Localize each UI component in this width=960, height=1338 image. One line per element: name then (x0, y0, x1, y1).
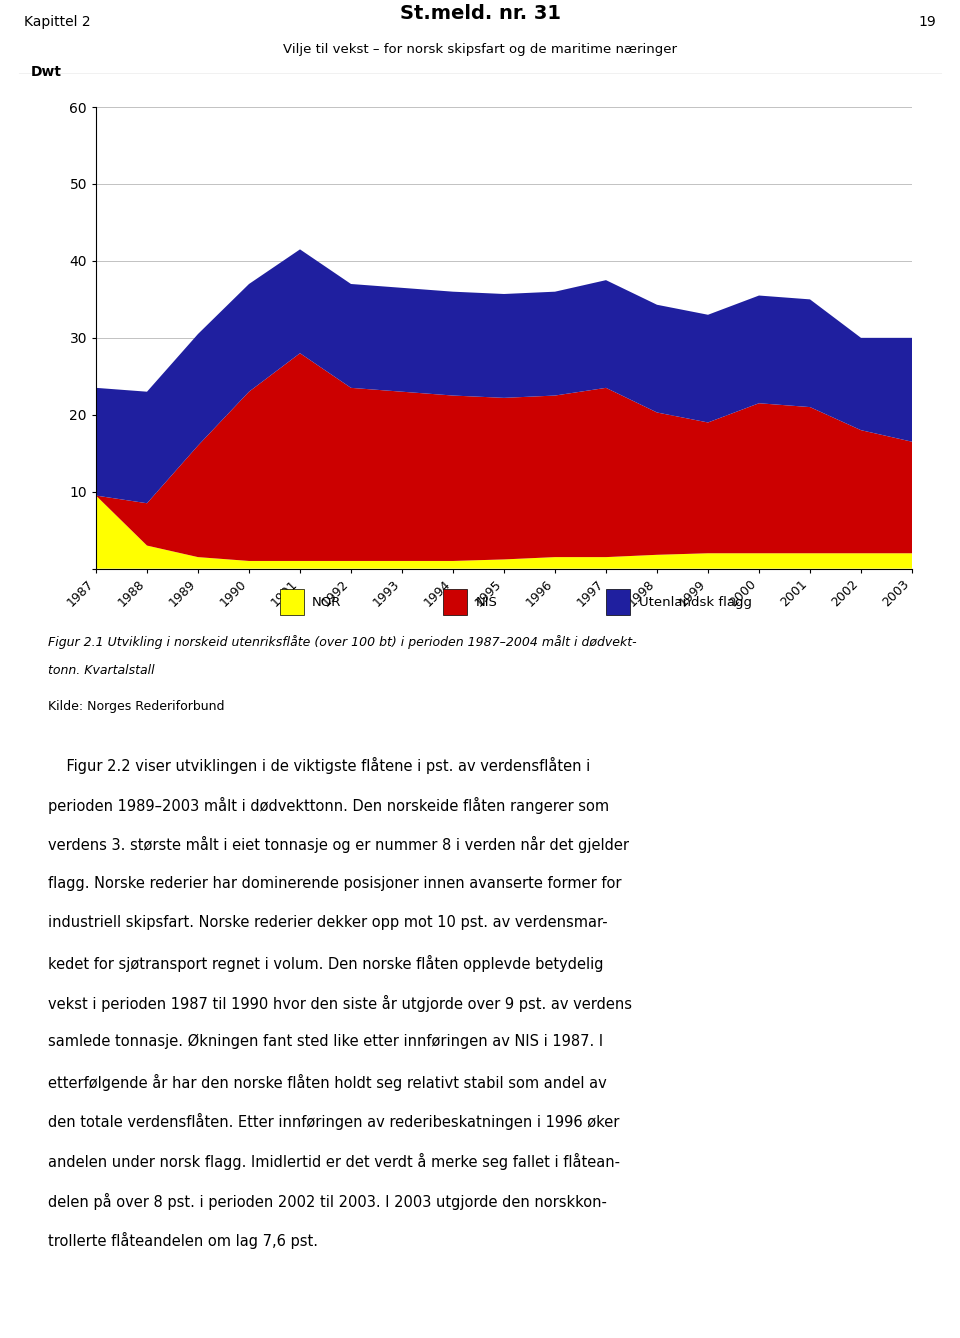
Text: den totale verdensflåten. Etter innføringen av rederibeskatningen i 1996 øker: den totale verdensflåten. Etter innførin… (48, 1113, 619, 1131)
Text: industriell skipsfart. Norske rederier dekker opp mot 10 pst. av verdensmar-: industriell skipsfart. Norske rederier d… (48, 915, 608, 930)
Text: Dwt: Dwt (31, 66, 61, 79)
FancyBboxPatch shape (443, 589, 468, 615)
Text: verdens 3. største målt i eiet tonnasje og er nummer 8 i verden når det gjelder: verdens 3. største målt i eiet tonnasje … (48, 836, 629, 854)
Text: vekst i perioden 1987 til 1990 hvor den siste år utgjorde over 9 pst. av verdens: vekst i perioden 1987 til 1990 hvor den … (48, 994, 632, 1012)
Text: Figur 2.2 viser utviklingen i de viktigste flåtene i pst. av verdensflåten i: Figur 2.2 viser utviklingen i de viktigs… (48, 757, 590, 775)
Text: trollerte flåteandelen om lag 7,6 pst.: trollerte flåteandelen om lag 7,6 pst. (48, 1232, 318, 1250)
Text: Vilje til vekst – for norsk skipsfart og de maritime næringer: Vilje til vekst – for norsk skipsfart og… (283, 43, 677, 56)
Text: Figur 2.1 Utvikling i norskeid utenriksflåte (over 100 bt) i perioden 1987–2004 : Figur 2.1 Utvikling i norskeid utenriksf… (48, 634, 636, 649)
Text: etterfølgende år har den norske flåten holdt seg relativt stabil som andel av: etterfølgende år har den norske flåten h… (48, 1074, 607, 1090)
Text: tonn. Kvartalstall: tonn. Kvartalstall (48, 664, 155, 677)
Text: andelen under norsk flagg. Imidlertid er det verdt å merke seg fallet i flåtean-: andelen under norsk flagg. Imidlertid er… (48, 1153, 620, 1169)
Text: St.meld. nr. 31: St.meld. nr. 31 (399, 4, 561, 23)
Text: kedet for sjøtransport regnet i volum. Den norske flåten opplevde betydelig: kedet for sjøtransport regnet i volum. D… (48, 955, 604, 971)
Text: flagg. Norske rederier har dominerende posisjoner innen avanserte former for: flagg. Norske rederier har dominerende p… (48, 876, 621, 891)
Text: NOR: NOR (312, 595, 342, 609)
Text: Kilde: Norges Rederiforbund: Kilde: Norges Rederiforbund (48, 700, 225, 713)
Text: samlede tonnasje. Økningen fant sted like etter innføringen av NIS i 1987. I: samlede tonnasje. Økningen fant sted lik… (48, 1034, 603, 1049)
Text: Kapittel 2: Kapittel 2 (24, 15, 90, 28)
Text: NIS: NIS (475, 595, 497, 609)
Text: delen på over 8 pst. i perioden 2002 til 2003. I 2003 utgjorde den norskkon-: delen på over 8 pst. i perioden 2002 til… (48, 1192, 607, 1210)
FancyBboxPatch shape (279, 589, 304, 615)
Text: perioden 1989–2003 målt i dødvekttonn. Den norskeide flåten rangerer som: perioden 1989–2003 målt i dødvekttonn. D… (48, 796, 610, 814)
Text: 19: 19 (919, 15, 936, 28)
FancyBboxPatch shape (606, 589, 631, 615)
Text: Utenlandsk flagg: Utenlandsk flagg (638, 595, 752, 609)
